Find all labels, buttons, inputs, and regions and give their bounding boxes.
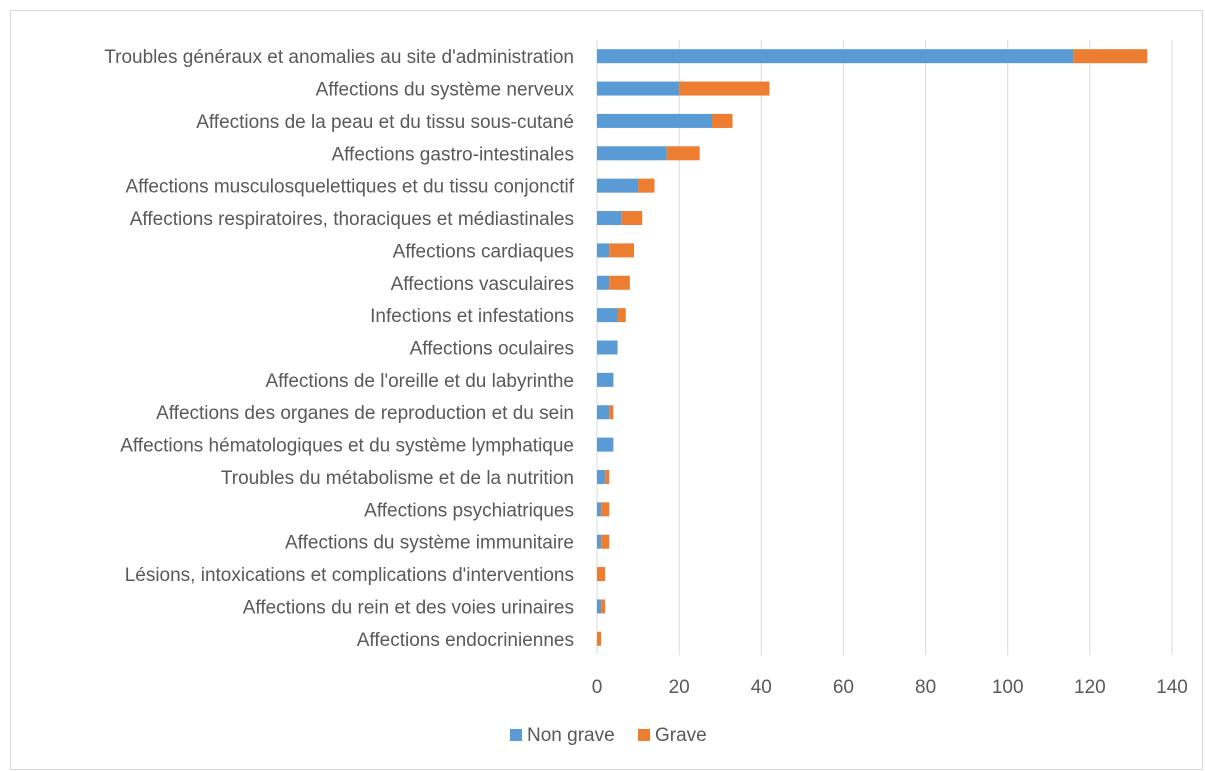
category-label: Affections du système immunitaire	[285, 533, 574, 554]
category-label: Troubles généraux et anomalies au site d…	[104, 47, 574, 68]
bar-grave	[609, 405, 614, 420]
x-tick-label: 40	[751, 677, 772, 698]
bar-grave	[712, 113, 733, 128]
bars	[597, 49, 1148, 646]
bar-grave	[601, 534, 610, 549]
category-labels: Troubles généraux et anomalies au site d…	[104, 47, 574, 651]
bar-grave	[605, 469, 610, 484]
x-tick-label: 0	[592, 677, 603, 698]
legend-swatch	[510, 729, 522, 741]
bar-grave	[597, 631, 602, 646]
legend-label: Grave	[655, 725, 707, 746]
legend-label: Non grave	[527, 725, 615, 746]
bar-non-grave	[597, 146, 667, 161]
bar-non-grave	[597, 372, 614, 387]
category-label: Affections respiratoires, thoraciques et…	[130, 209, 574, 230]
bar-non-grave	[597, 340, 618, 355]
bar-non-grave	[597, 599, 602, 614]
category-label: Affections des organes de reproduction e…	[156, 403, 574, 424]
x-tick-label: 120	[1074, 677, 1106, 698]
category-label: Affections oculaires	[410, 339, 574, 360]
category-label: Affections du rein et des voies urinaire…	[243, 597, 574, 618]
bar-grave	[621, 211, 643, 226]
bar-grave	[638, 178, 655, 193]
category-label: Affections gastro-intestinales	[331, 144, 574, 165]
legend-swatch	[638, 729, 650, 741]
category-label: Affections vasculaires	[391, 274, 574, 295]
category-label: Affections musculosquelettiques et du ti…	[125, 177, 574, 198]
bar-grave	[597, 567, 606, 582]
x-tick-label: 20	[669, 677, 690, 698]
bar-non-grave	[597, 178, 639, 193]
bar-grave	[617, 308, 626, 323]
bar-grave	[601, 599, 606, 614]
bar-non-grave	[597, 49, 1074, 64]
category-label: Affections cardiaques	[393, 241, 574, 262]
bar-non-grave	[597, 308, 618, 323]
category-label: Affections de l'oreille et du labyrinthe	[265, 371, 574, 392]
category-label: Affections endocriniennes	[357, 630, 574, 651]
category-label: Affections du système nerveux	[316, 80, 575, 101]
bar-non-grave	[597, 534, 602, 549]
gridlines	[596, 40, 1173, 655]
x-tick-label: 100	[992, 677, 1024, 698]
bar-grave	[601, 502, 610, 517]
x-tick-labels: 0 20 40 60 80 100 120 140	[592, 677, 1188, 698]
bar-non-grave	[597, 243, 610, 258]
bar-grave	[1073, 49, 1148, 64]
bar-non-grave	[597, 81, 680, 96]
bar-non-grave	[597, 437, 614, 452]
bar-grave	[666, 146, 700, 161]
category-label: Affections de la peau et du tissu sous-c…	[196, 112, 574, 133]
legend: Non grave Grave	[510, 725, 707, 746]
category-label: Troubles du métabolisme et de la nutriti…	[221, 468, 574, 489]
bar-non-grave	[597, 211, 622, 226]
x-tick-label: 140	[1156, 677, 1188, 698]
bar-non-grave	[597, 502, 602, 517]
bar-non-grave	[597, 113, 712, 128]
bar-grave	[609, 275, 630, 290]
x-tick-label: 80	[915, 677, 936, 698]
category-label: Affections psychiatriques	[364, 500, 574, 521]
bar-non-grave	[597, 469, 606, 484]
category-label: Affections hématologiques et du système …	[120, 436, 574, 457]
category-label: Lésions, intoxications et complications …	[125, 565, 574, 586]
bar-non-grave	[597, 275, 610, 290]
category-label: Infections et infestations	[370, 306, 574, 327]
bar-grave	[609, 243, 634, 258]
bar-non-grave	[597, 405, 610, 420]
x-tick-label: 60	[833, 677, 854, 698]
chart-frame	[10, 10, 1203, 770]
bar-grave	[679, 81, 770, 96]
